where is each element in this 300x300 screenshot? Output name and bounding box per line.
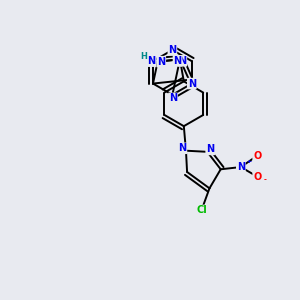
Text: N: N	[157, 57, 165, 67]
Text: N: N	[173, 56, 181, 66]
Text: N: N	[178, 56, 186, 66]
Text: O: O	[253, 172, 261, 182]
Text: +: +	[247, 159, 252, 164]
Text: N: N	[168, 45, 176, 55]
Text: -: -	[263, 177, 266, 183]
Text: N: N	[206, 144, 214, 154]
Text: N: N	[178, 143, 186, 153]
Text: H: H	[140, 52, 147, 61]
Text: Cl: Cl	[196, 206, 207, 215]
Text: N: N	[169, 93, 177, 103]
Text: N: N	[147, 56, 156, 66]
Text: O: O	[253, 151, 261, 161]
Text: N: N	[188, 79, 196, 88]
Text: N: N	[237, 162, 245, 172]
